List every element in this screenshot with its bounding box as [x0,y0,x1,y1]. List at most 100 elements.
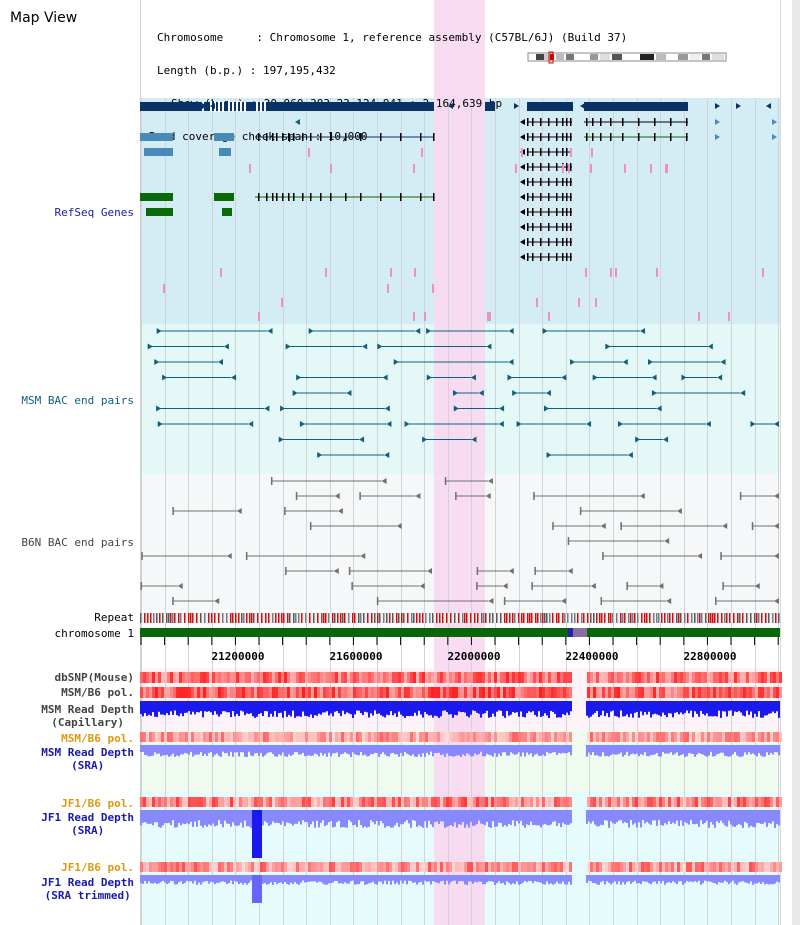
depth-bar [212,875,214,883]
depth-bar [616,810,618,823]
depth-bar [278,701,280,714]
repeat-element [477,613,479,623]
depth-bar [592,875,594,883]
pol-heat-cell [482,797,485,807]
pol-heat-cell [551,687,554,698]
pol-heat-cell [722,732,725,742]
gene-exon-gap [218,101,220,112]
pol-heat-cell [200,687,203,698]
repeat-element [664,613,666,623]
bac-end-arrow [622,359,628,365]
pol-heat-cell [506,862,509,872]
axis-tick-label: 21200000 [211,650,265,663]
depth-bar [448,810,450,827]
depth-bar [652,810,654,821]
dbsnp-heat-cell [281,672,284,683]
pol-heat-cell [779,797,782,807]
gene-exon [288,133,290,141]
depth-bar [332,745,334,754]
depth-bar [660,810,662,826]
pol-heat-cell [140,687,143,698]
depth-bar [372,745,374,755]
pol-heat-cell [749,797,752,807]
depth-bar [384,875,386,881]
depth-bar [552,745,554,753]
depth-bar [596,875,598,885]
pol-heat-cell [398,862,401,872]
depth-bar [220,810,222,824]
pol-heat-cell [275,797,278,807]
depth-bar [640,875,642,885]
pol-heat-cell [596,687,599,698]
pol-heat-cell [257,862,260,872]
highlight-region[interactable] [434,0,485,925]
gene-exon [562,148,564,156]
depth-bar [550,810,552,825]
depth-bar [508,810,510,824]
depth-bar [490,810,492,828]
depth-bar [250,875,252,881]
pol-heat-cell [599,687,602,698]
depth-bar [556,810,558,826]
msm-bac-end-pairs-label[interactable]: MSM BAC end pairs [21,394,134,407]
depth-bar [670,875,672,884]
pol-heat-cell [218,862,221,872]
repeat-element [604,613,606,623]
depth-bar [204,810,206,826]
depth-bar [652,875,654,883]
grid-line [259,98,260,925]
depth-bar [324,810,326,827]
pol-heat-cell [368,862,371,872]
b6n-bac-end-pairs-label[interactable]: B6N BAC end pairs [21,536,134,549]
depth-bar [698,745,700,753]
depth-bar [594,875,596,884]
refseq-genes-label[interactable]: RefSeq Genes [54,206,134,219]
gene-arrow [448,103,453,109]
repeat-element [289,613,291,623]
pol-heat-cell [149,862,152,872]
pol-heat-cell [626,687,629,698]
gene-exon [310,133,312,141]
bac-end-arrow [396,523,402,529]
depth-bar [696,875,698,883]
repeat-element [334,613,336,623]
depth-bar [152,745,154,756]
depth-bar [746,810,748,824]
pol-heat-cell [440,687,443,698]
dbsnp-heat-cell [218,672,221,683]
depth-bar [590,701,592,717]
depth-bar [306,701,308,717]
depth-bar [392,810,394,828]
depth-bar [294,701,296,718]
pol-heat-cell [200,732,203,742]
depth-bar [668,745,670,754]
depth-bar [182,810,184,824]
gene-block [584,102,688,111]
repeat-element [246,613,248,623]
repeat-element [653,613,655,623]
depth-bar [198,745,200,755]
depth-bar [658,875,660,882]
pol-heat-cell [602,797,605,807]
depth-bar [594,810,596,825]
depth-bar [624,745,626,756]
pol-heat-cell [506,687,509,698]
depth-bar [404,875,406,881]
depth-bar [292,810,294,826]
repeat-element [537,613,539,623]
refseq-marker [258,312,260,321]
depth-bar [306,875,308,882]
grid-line [755,98,756,925]
dbsnp-heat-cell [512,672,515,683]
pol-heat-cell [248,797,251,807]
depth-bar [176,875,178,885]
depth-bar [212,701,214,715]
grid-line [471,98,472,925]
depth-bar [140,810,142,826]
dbsnp-heat-cell [302,672,305,683]
repeat-element [523,613,525,623]
dbsnp-heat-cell [371,672,374,683]
pol-heat-cell [650,687,653,698]
depth-bar [360,810,362,825]
depth-bar [348,745,350,755]
